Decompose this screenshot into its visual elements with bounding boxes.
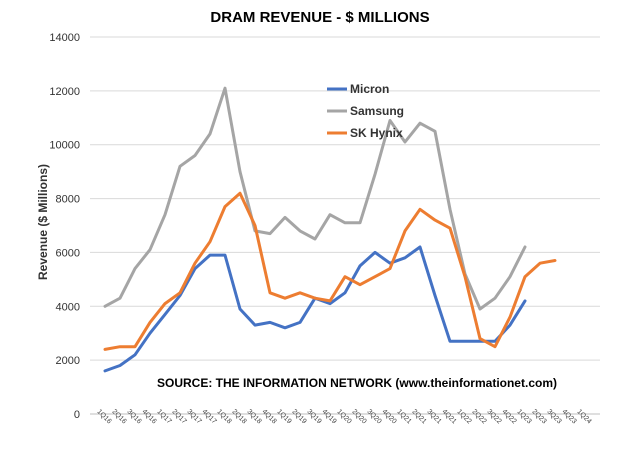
y-tick-label: 10000 [49, 140, 80, 152]
x-tick-label: 2Q22 [470, 408, 487, 425]
x-tick-label: 3Q22 [485, 408, 502, 425]
source-annotation: SOURCE: THE INFORMATION NETWORK (www.the… [157, 376, 557, 390]
legend: Micron Samsung SK Hynix [327, 82, 404, 140]
x-tick-label: 3Q23 [545, 408, 562, 425]
x-tick-label: 1Q19 [275, 408, 292, 425]
x-tick-label: 4Q17 [200, 408, 217, 425]
x-tick-label: 1Q23 [515, 408, 532, 425]
x-tick-label: 4Q16 [140, 408, 157, 425]
x-tick-label: 3Q17 [185, 408, 202, 425]
x-tick-label: 2Q16 [110, 408, 127, 425]
chart-title: DRAM REVENUE - $ MILLIONS [210, 9, 429, 26]
x-tick-label: 2Q17 [170, 408, 187, 425]
x-tick-label: 4Q21 [440, 408, 457, 425]
y-tick-label: 4000 [56, 301, 80, 313]
x-tick-label: 4Q18 [260, 408, 277, 425]
x-tick-label: 2Q18 [230, 408, 247, 425]
y-tick-label: 8000 [56, 194, 80, 206]
x-tick-label: 3Q21 [425, 408, 442, 425]
x-axis-ticks: 1Q162Q163Q164Q161Q172Q173Q174Q171Q182Q18… [95, 408, 592, 425]
legend-label-samsung: Samsung [350, 104, 404, 118]
x-tick-label: 3Q16 [125, 408, 142, 425]
legend-label-micron: Micron [350, 82, 389, 96]
x-tick-label: 1Q16 [95, 408, 112, 425]
series-line-sk-hynix [103, 191, 557, 351]
y-tick-label: 14000 [49, 32, 80, 44]
x-tick-label: 1Q20 [335, 408, 352, 425]
x-tick-label: 1Q22 [455, 408, 472, 425]
series-lines [103, 86, 557, 373]
x-tick-label: 2Q23 [530, 408, 547, 425]
x-tick-label: 1Q18 [215, 408, 232, 425]
x-tick-label: 1Q17 [155, 408, 172, 425]
x-tick-label: 1Q24 [575, 408, 592, 425]
legend-label-skhynix: SK Hynix [350, 126, 403, 140]
x-tick-label: 3Q18 [245, 408, 262, 425]
y-tick-label: 0 [74, 409, 80, 421]
x-tick-label: 4Q19 [320, 408, 337, 425]
y-tick-label: 2000 [56, 355, 80, 367]
series-line-samsung [103, 86, 527, 311]
x-tick-label: 3Q20 [365, 408, 382, 425]
y-axis-label: Revenue ($ Millions) [36, 164, 50, 280]
y-tick-label: 6000 [56, 247, 80, 259]
x-tick-label: 2Q20 [350, 408, 367, 425]
y-axis-ticks: 0 2000 4000 6000 8000 10000 12000 14000 [49, 32, 80, 421]
gridlines [90, 36, 600, 415]
x-tick-label: 4Q20 [380, 408, 397, 425]
y-tick-label: 12000 [49, 86, 80, 98]
x-tick-label: 1Q21 [395, 408, 412, 425]
x-tick-label: 2Q19 [290, 408, 307, 425]
x-tick-label: 3Q19 [305, 408, 322, 425]
x-tick-label: 4Q23 [560, 408, 577, 425]
x-tick-label: 4Q22 [500, 408, 517, 425]
x-tick-label: 2Q21 [410, 408, 427, 425]
